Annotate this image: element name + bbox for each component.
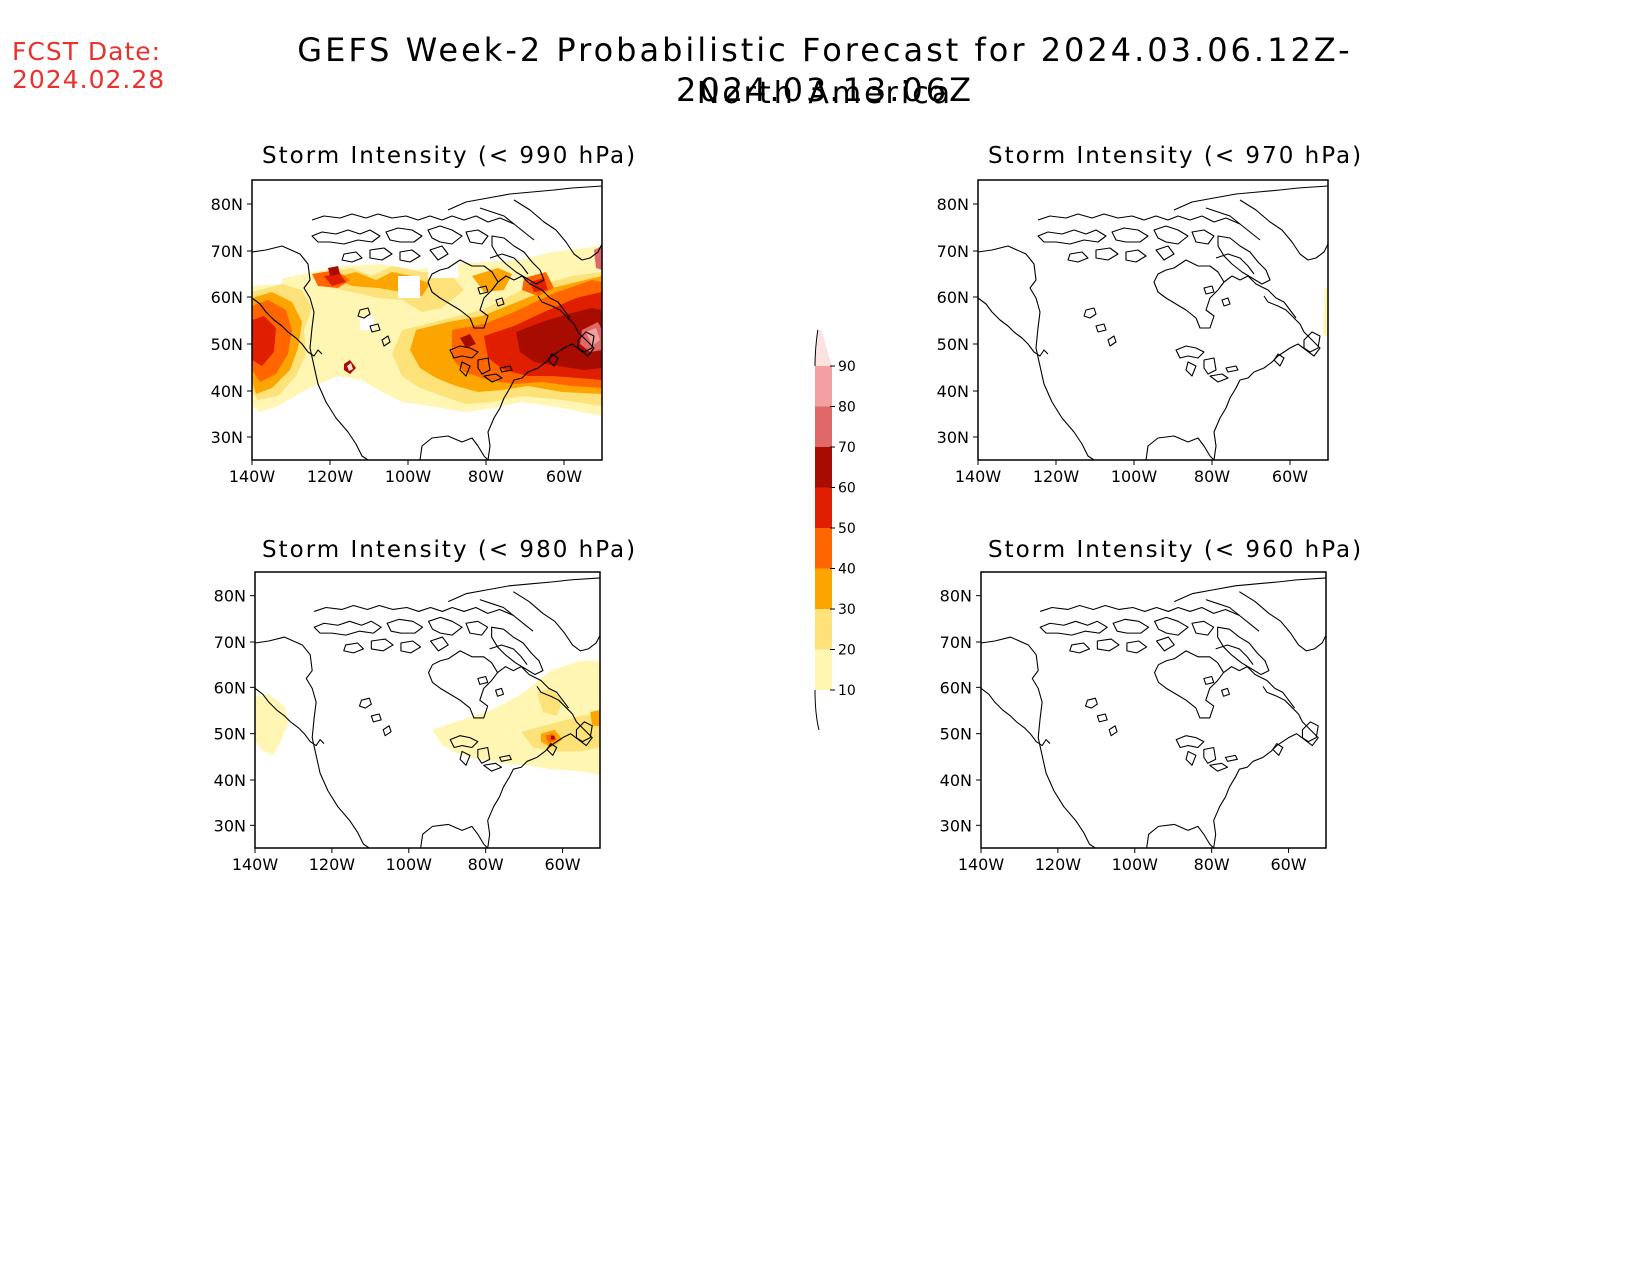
colorbar-label: 60	[838, 481, 856, 497]
lon-label: 80W	[1194, 467, 1230, 486]
panel-title-970: Storm Intensity (< 970 hPa)	[988, 143, 1364, 169]
lat-label: 40N	[937, 382, 969, 401]
colorbar-top-extension	[815, 330, 832, 366]
colorbar-label: 30	[838, 602, 856, 618]
forecast-date-value: 2024.02.28	[12, 65, 166, 94]
forecast-date: FCST Date: 2024.02.28	[12, 38, 165, 94]
lon-label: 140W	[232, 855, 279, 874]
page-title: GEFS Week-2 Probabilistic Forecast for 2…	[297, 31, 1353, 109]
lat-label: 70N	[211, 242, 243, 261]
lat-label: 60N	[940, 678, 972, 697]
colorbar-label: 80	[838, 400, 856, 416]
colorbar-label: 90	[838, 359, 856, 375]
axis-labels: 80N 70N 60N 50N 40N 30N 140W 120W 100W 80W 60W 80N 7…	[211, 195, 1309, 874]
panel-title-990: Storm Intensity (< 990 hPa)	[262, 143, 638, 169]
colorbar-label: 20	[838, 643, 856, 659]
lon-label: 80W	[468, 467, 504, 486]
lat-label: 40N	[214, 771, 246, 790]
lon-label: 60W	[544, 855, 580, 874]
lat-label: 30N	[940, 816, 972, 835]
lon-label: 120W	[309, 855, 356, 874]
colorbar-label: 70	[838, 440, 856, 456]
colorbar-outline	[814, 330, 820, 730]
lat-label: 60N	[937, 288, 969, 307]
lat-label: 30N	[211, 428, 243, 447]
colorbar-segment	[815, 447, 832, 488]
probability-shading-990	[252, 246, 602, 416]
lat-label: 60N	[214, 678, 246, 697]
panel-title-960: Storm Intensity (< 960 hPa)	[988, 537, 1364, 563]
lat-label: 70N	[214, 633, 246, 652]
lat-label: 40N	[211, 382, 243, 401]
probability-shading-980	[255, 660, 601, 776]
colorbar-label: 50	[838, 521, 856, 537]
lat-label: 50N	[940, 725, 972, 744]
lat-label: 30N	[214, 816, 246, 835]
lat-label: 30N	[937, 428, 969, 447]
colorbar-segment	[815, 528, 832, 569]
colorbar-label: 10	[838, 683, 856, 699]
page-subtitle: North America	[696, 76, 954, 111]
colorbar-segment	[815, 649, 832, 690]
lon-label: 60W	[1272, 467, 1308, 486]
map-panel-960	[980, 571, 1327, 849]
lon-label: 60W	[546, 467, 582, 486]
lon-label: 140W	[955, 467, 1002, 486]
lon-label: 120W	[1033, 467, 1080, 486]
lat-label: 50N	[214, 725, 246, 744]
forecast-date-label: FCST Date:	[12, 37, 162, 66]
lon-label: 120W	[307, 467, 354, 486]
lat-label: 50N	[211, 335, 243, 354]
lon-label: 100W	[385, 467, 432, 486]
lat-label: 70N	[940, 633, 972, 652]
lon-label: 140W	[958, 855, 1005, 874]
lat-label: 40N	[940, 771, 972, 790]
lat-label: 80N	[211, 195, 243, 214]
lon-label: 100W	[1112, 855, 1159, 874]
lat-label: 50N	[937, 335, 969, 354]
lat-label: 80N	[940, 587, 972, 606]
panel-title-980: Storm Intensity (< 980 hPa)	[262, 537, 638, 563]
colorbar-segment	[815, 406, 832, 447]
lat-label: 80N	[937, 195, 969, 214]
map-panel-970	[977, 179, 1329, 461]
lon-label: 80W	[1194, 855, 1230, 874]
colorbar-segment	[815, 609, 832, 650]
lat-label: 70N	[937, 242, 969, 261]
colorbar-label: 40	[838, 562, 856, 578]
lat-label: 60N	[211, 288, 243, 307]
lon-label: 100W	[1111, 467, 1158, 486]
lon-label: 120W	[1035, 855, 1082, 874]
colorbar: 90 80 70 60 50 40 30 20 10	[814, 330, 856, 730]
colorbar-segment	[815, 487, 832, 528]
lon-label: 80W	[468, 855, 504, 874]
lon-label: 100W	[386, 855, 433, 874]
colorbar-segment	[815, 568, 832, 609]
lon-label: 140W	[229, 467, 276, 486]
map-panel-990	[251, 179, 603, 461]
map-panel-980	[254, 571, 601, 849]
lat-label: 80N	[214, 587, 246, 606]
colorbar-segment	[815, 366, 832, 407]
probability-shading-970	[1323, 286, 1328, 338]
lon-label: 60W	[1270, 855, 1306, 874]
